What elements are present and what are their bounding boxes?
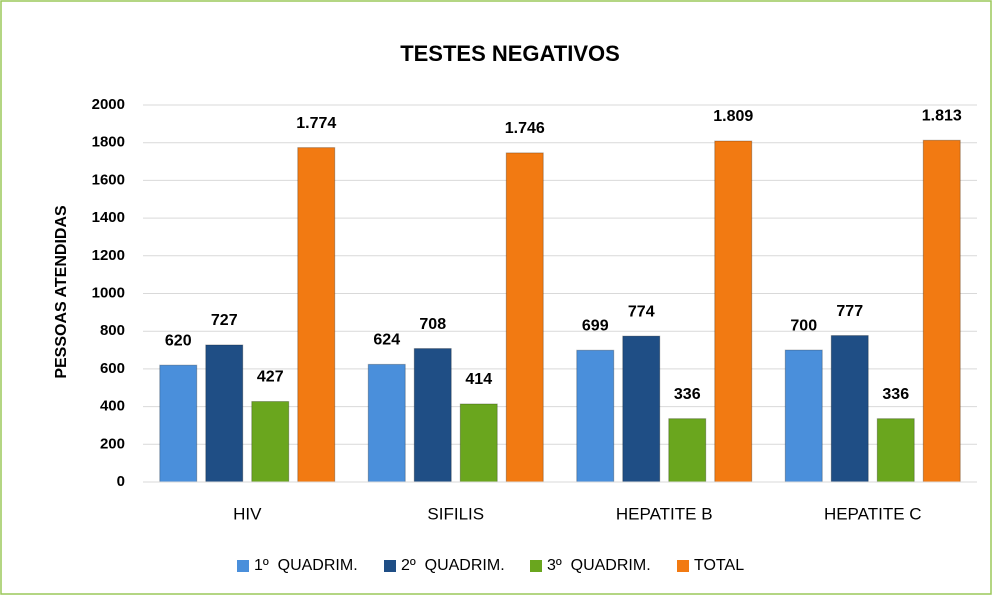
- data-label: 1.774: [296, 115, 336, 132]
- legend-label: 3º QUADRIM.: [547, 557, 651, 574]
- bar: [714, 140, 753, 483]
- legend-label: 1º QUADRIM.: [254, 557, 358, 574]
- y-tick-label: 0: [117, 473, 125, 490]
- y-axis-title: PESSOAS ATENDIDAS: [53, 205, 70, 379]
- bar: [459, 403, 498, 483]
- data-label: 708: [419, 316, 446, 333]
- legend-swatch: [530, 560, 542, 572]
- y-tick-label: 1800: [92, 134, 125, 151]
- data-label: 774: [628, 303, 655, 320]
- data-label: 336: [882, 386, 909, 403]
- data-label: 624: [373, 332, 400, 349]
- x-tick-label: HIV: [233, 504, 262, 523]
- data-label: 427: [257, 369, 284, 386]
- bar: [784, 349, 823, 483]
- bar: [576, 349, 615, 483]
- y-tick-label: 400: [100, 398, 125, 415]
- bar: [413, 348, 452, 483]
- data-label: 1.746: [505, 120, 545, 137]
- y-tick-label: 1400: [92, 209, 125, 226]
- data-label: 414: [465, 371, 492, 388]
- bar: [505, 152, 544, 483]
- bar: [622, 335, 661, 483]
- y-tick-label: 1200: [92, 247, 125, 264]
- data-label: 1.809: [713, 108, 753, 125]
- y-tick-label: 1600: [92, 171, 125, 188]
- data-label: 777: [836, 303, 863, 320]
- y-tick-label: 200: [100, 435, 125, 452]
- data-label: 1.813: [922, 107, 962, 124]
- y-tick-label: 2000: [92, 96, 125, 113]
- legend-swatch: [677, 560, 689, 572]
- bar: [876, 418, 915, 483]
- bar: [830, 335, 869, 483]
- data-label: 336: [674, 386, 701, 403]
- legend-swatch: [237, 560, 249, 572]
- data-label: 620: [165, 332, 192, 349]
- data-label: 699: [582, 317, 609, 334]
- y-tick-label: 1000: [92, 284, 125, 301]
- legend-label: TOTAL: [694, 557, 744, 574]
- x-tick-label: HEPATITE B: [616, 504, 713, 523]
- y-tick-label: 800: [100, 322, 125, 339]
- chart-title: TESTES NEGATIVOS: [400, 41, 620, 66]
- bar: [297, 147, 336, 483]
- legend-swatch: [384, 560, 396, 572]
- bar: [251, 401, 290, 483]
- bar: [367, 363, 406, 483]
- data-label: 700: [790, 317, 817, 334]
- x-tick-label: HEPATITE C: [824, 504, 922, 523]
- legend-label: 2º QUADRIM.: [401, 557, 505, 574]
- y-tick-label: 600: [100, 360, 125, 377]
- bar: [205, 344, 244, 483]
- bar: [922, 139, 961, 483]
- bar: [668, 418, 707, 483]
- data-label: 727: [211, 312, 238, 329]
- bar: [159, 364, 198, 483]
- x-tick-label: SIFILIS: [427, 504, 484, 523]
